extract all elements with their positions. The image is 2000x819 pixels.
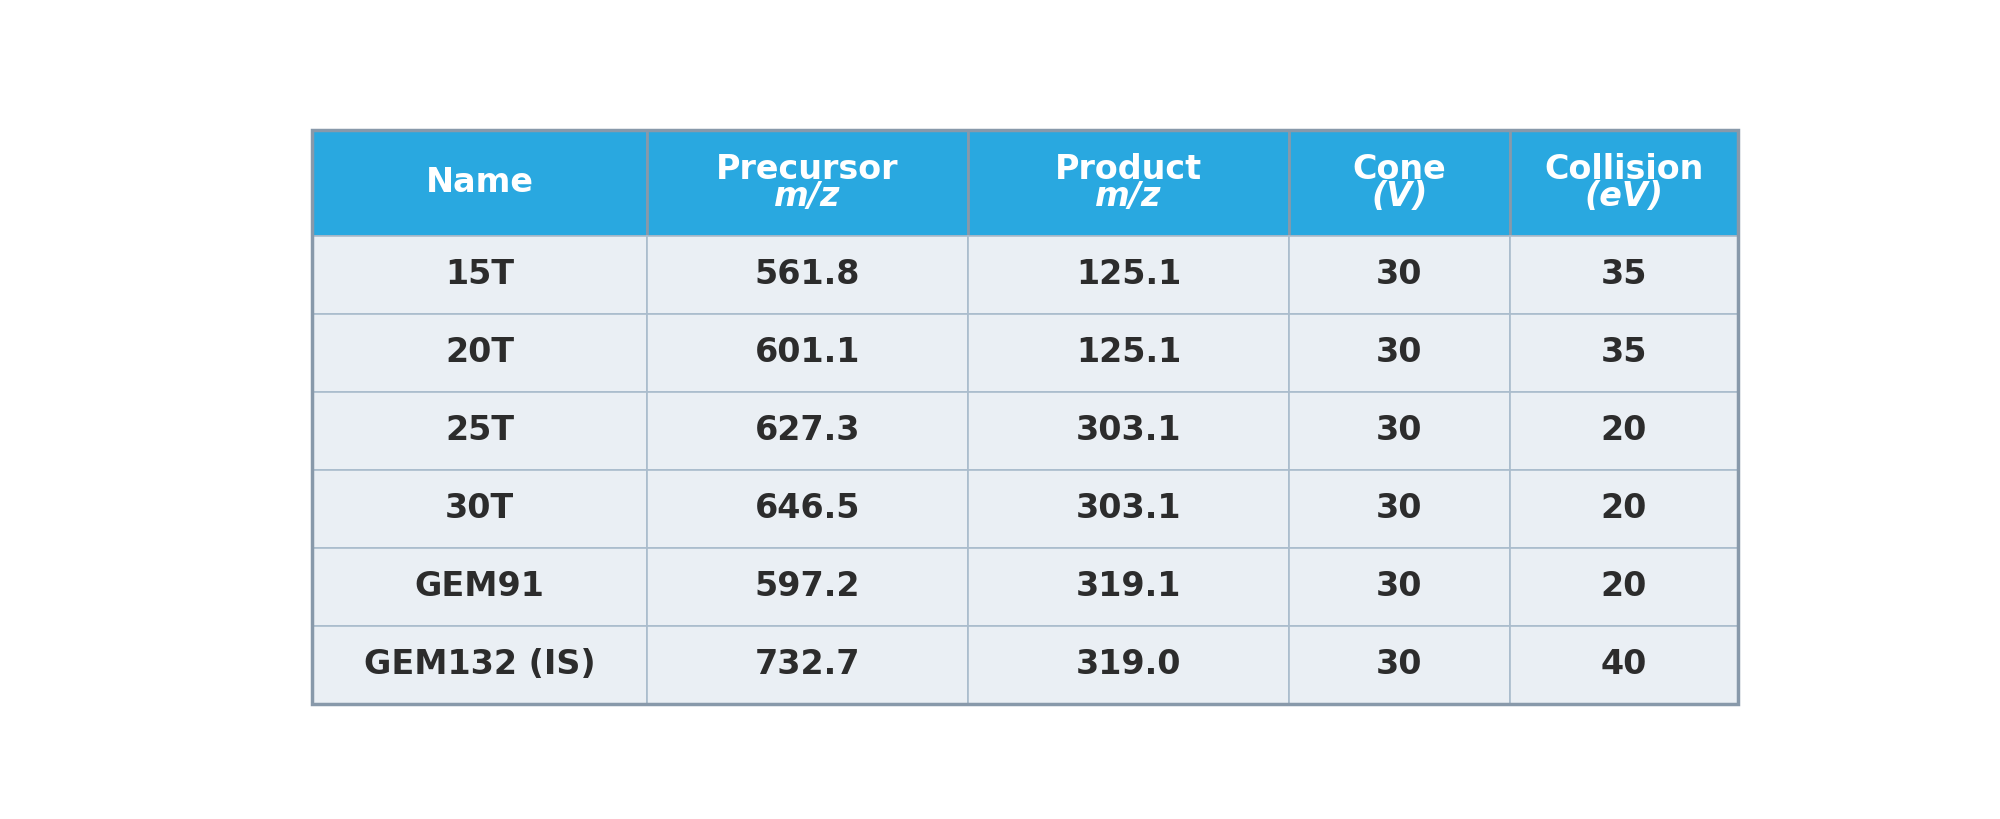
Bar (312, 129, 648, 236)
Bar (968, 626, 1288, 704)
Bar (968, 548, 1288, 626)
Bar (1288, 391, 1510, 470)
Bar (648, 548, 968, 626)
Bar (968, 236, 1288, 314)
Text: 319.0: 319.0 (1076, 648, 1182, 681)
Text: Product: Product (1054, 152, 1202, 186)
Bar (648, 129, 968, 236)
Bar (1288, 470, 1510, 548)
Text: 627.3: 627.3 (754, 414, 860, 447)
Bar (1510, 129, 1738, 236)
Text: 30: 30 (1376, 570, 1422, 604)
Bar (1510, 470, 1738, 548)
Text: 35: 35 (1600, 337, 1648, 369)
Text: 732.7: 732.7 (754, 648, 860, 681)
Bar (1510, 548, 1738, 626)
Text: 30: 30 (1376, 259, 1422, 292)
Text: 597.2: 597.2 (754, 570, 860, 604)
Text: 125.1: 125.1 (1076, 259, 1182, 292)
Bar (1288, 236, 1510, 314)
Text: m/z: m/z (1096, 180, 1162, 213)
Bar (648, 626, 968, 704)
Text: 601.1: 601.1 (754, 337, 860, 369)
Bar (648, 470, 968, 548)
Text: 125.1: 125.1 (1076, 337, 1182, 369)
Bar (1510, 391, 1738, 470)
Bar (1510, 236, 1738, 314)
Text: 20: 20 (1600, 492, 1648, 525)
Text: Collision: Collision (1544, 152, 1704, 186)
Bar (312, 548, 648, 626)
Bar (648, 391, 968, 470)
Text: 20: 20 (1600, 414, 1648, 447)
Text: 35: 35 (1600, 259, 1648, 292)
Text: 15T: 15T (446, 259, 514, 292)
Bar (312, 470, 648, 548)
Bar (648, 236, 968, 314)
Text: 30: 30 (1376, 648, 1422, 681)
Text: 25T: 25T (446, 414, 514, 447)
Text: (eV): (eV) (1584, 180, 1664, 213)
Bar (968, 470, 1288, 548)
Text: 30: 30 (1376, 337, 1422, 369)
Bar (968, 391, 1288, 470)
Bar (1288, 314, 1510, 391)
Bar (312, 391, 648, 470)
Text: 30T: 30T (444, 492, 514, 525)
Bar (1288, 129, 1510, 236)
Text: (V): (V) (1372, 180, 1428, 213)
Bar (312, 236, 648, 314)
Text: 646.5: 646.5 (754, 492, 860, 525)
Text: GEM132 (IS): GEM132 (IS) (364, 648, 596, 681)
Text: GEM91: GEM91 (414, 570, 544, 604)
Bar (1288, 548, 1510, 626)
Text: Name: Name (426, 166, 534, 199)
Text: 20T: 20T (446, 337, 514, 369)
Text: 303.1: 303.1 (1076, 414, 1182, 447)
Text: 561.8: 561.8 (754, 259, 860, 292)
Text: Precursor: Precursor (716, 152, 898, 186)
Bar (312, 626, 648, 704)
Bar (648, 314, 968, 391)
Text: 30: 30 (1376, 414, 1422, 447)
Bar (968, 314, 1288, 391)
Bar (1288, 626, 1510, 704)
Text: 20: 20 (1600, 570, 1648, 604)
Text: m/z: m/z (774, 180, 840, 213)
Bar (1510, 314, 1738, 391)
Text: 30: 30 (1376, 492, 1422, 525)
Text: 319.1: 319.1 (1076, 570, 1182, 604)
Text: 303.1: 303.1 (1076, 492, 1182, 525)
Bar (1510, 626, 1738, 704)
Bar (968, 129, 1288, 236)
Bar (312, 314, 648, 391)
Text: Cone: Cone (1352, 152, 1446, 186)
Text: 40: 40 (1600, 648, 1648, 681)
